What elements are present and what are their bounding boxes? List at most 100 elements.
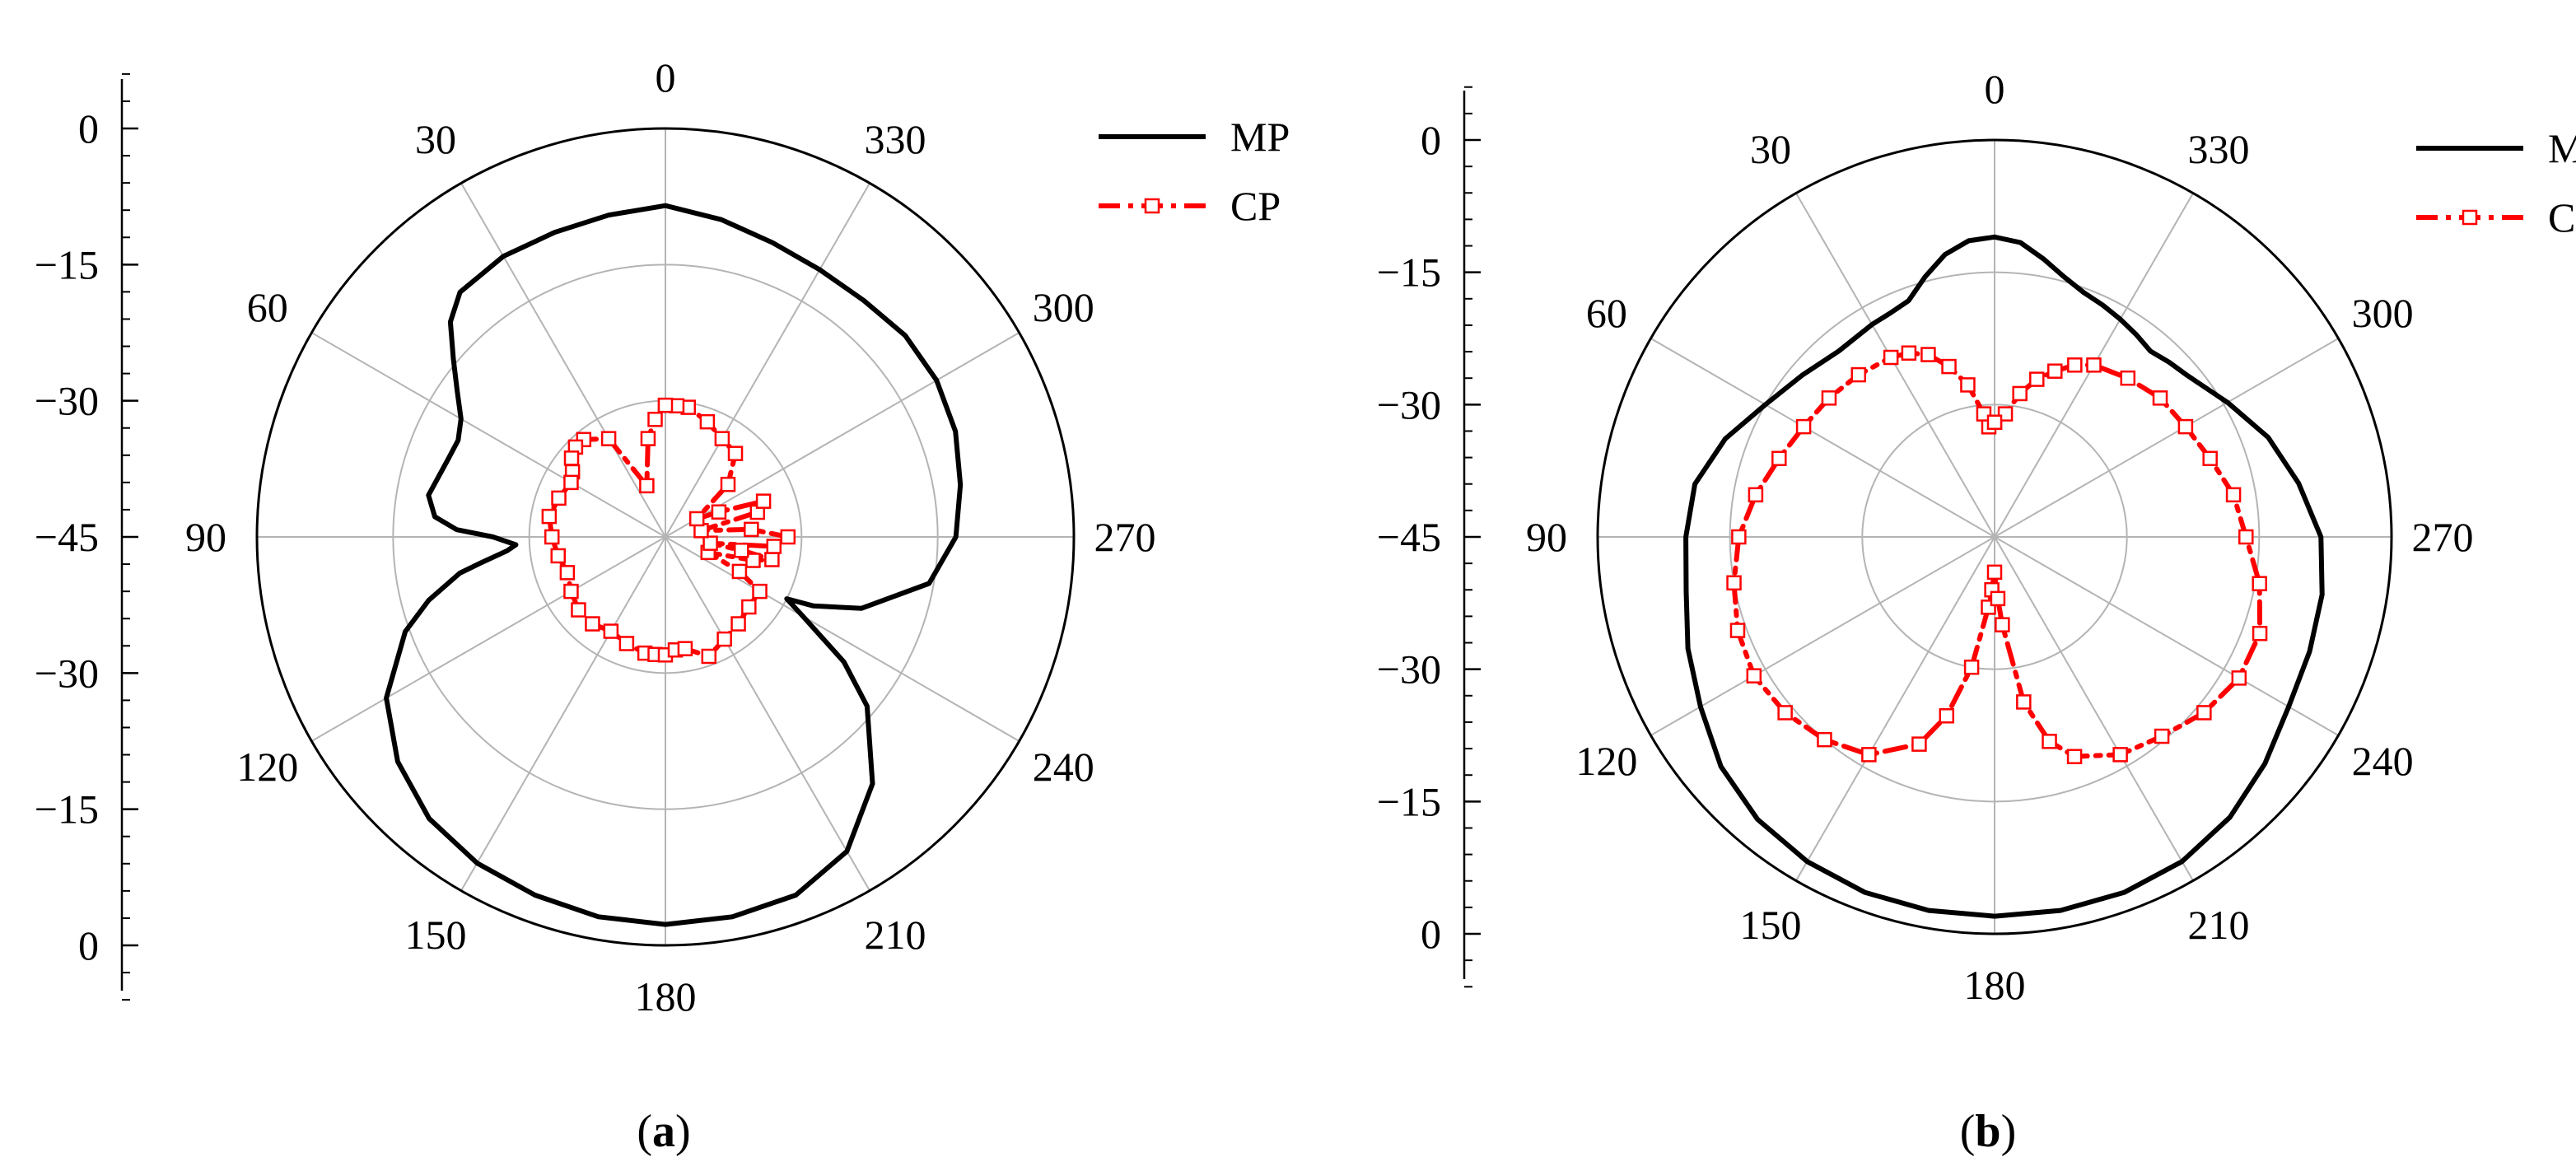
polar-chart-a: 0 30 60 90 120 150 180 210 240 270 300 330 0 −15 −30 −4…: [35, 54, 1290, 1157]
polar-outer-circle: [1596, 138, 2393, 935]
data-point-marker: [727, 446, 744, 461]
data-point-marker: [745, 553, 761, 568]
data-point-marker: [677, 641, 693, 656]
grid-spoke: [1994, 536, 2194, 881]
data-point-marker: [1729, 623, 1746, 638]
radial-tick-label: −30: [35, 650, 99, 696]
data-point-marker: [702, 535, 718, 551]
data-point-marker: [1746, 668, 1762, 683]
data-point-marker: [603, 623, 619, 639]
angle-tick-label: 240: [2352, 738, 2414, 784]
angle-tick-label: 90: [185, 514, 226, 560]
legend-label: MP: [2548, 125, 2576, 171]
grid-spoke: [310, 536, 666, 742]
radial-tick-label: −15: [1377, 250, 1441, 296]
angle-tick-label: 270: [2412, 514, 2474, 560]
data-point-marker: [1911, 736, 1927, 752]
angle-tick-label: 0: [656, 54, 676, 100]
legend-label: MP: [1230, 114, 1290, 160]
angle-tick-label: 180: [1964, 962, 2026, 1008]
series-cp: [1726, 345, 2268, 764]
data-point-marker: [1990, 590, 2006, 607]
data-point-marker: [618, 636, 635, 651]
legend-marker: [1144, 198, 1160, 214]
data-point-marker: [1960, 377, 1976, 393]
data-point-marker: [2225, 487, 2242, 503]
data-point-marker: [755, 493, 772, 509]
data-point-marker: [730, 616, 746, 632]
data-point-marker: [2154, 728, 2170, 744]
data-point-marker: [563, 583, 579, 599]
angle-tick-label: 240: [1033, 744, 1094, 790]
grid-spoke: [1994, 338, 2339, 538]
data-point-marker: [1777, 705, 1793, 721]
data-point-marker: [2231, 670, 2247, 686]
data-point-marker: [2238, 529, 2254, 545]
data-point-marker: [1821, 390, 1837, 406]
data-point-marker: [734, 543, 749, 558]
data-point-marker: [1986, 564, 2003, 581]
data-point-marker: [551, 490, 567, 506]
grid-spoke: [1650, 338, 1995, 538]
data-point-marker: [688, 511, 705, 527]
data-point-marker: [2066, 749, 2083, 764]
data-point-marker: [2152, 390, 2168, 406]
polar-outer-circle: [255, 127, 1076, 947]
legend-marker: [2462, 209, 2478, 226]
data-point-marker: [720, 476, 736, 492]
grid-spoke: [665, 182, 870, 538]
data-point-marker: [1939, 708, 1955, 724]
data-point-marker: [2042, 734, 2057, 749]
grid-spoke: [1795, 193, 1995, 538]
data-point-marker: [1726, 575, 1742, 591]
data-point-marker: [1963, 659, 1980, 675]
data-point-marker: [1920, 347, 1936, 362]
series-line-mp: [1683, 234, 2325, 919]
grid-spoke: [460, 182, 666, 538]
data-point-marker: [550, 548, 566, 564]
angle-tick-label: 210: [865, 912, 926, 958]
angle-tick-label: 270: [1094, 514, 1156, 560]
radial-tick-label: 0: [1421, 911, 1441, 957]
data-point-marker: [731, 563, 748, 580]
data-point-marker: [1901, 345, 1917, 361]
data-point-marker: [714, 431, 730, 446]
data-point-marker: [1817, 731, 1832, 748]
data-point-marker: [571, 602, 586, 618]
data-point-marker: [764, 552, 780, 567]
radial-tick-label: −45: [1377, 514, 1441, 560]
data-point-marker: [1941, 358, 1957, 375]
data-point-marker: [2047, 363, 2063, 379]
data-point-marker: [741, 599, 757, 615]
panel-caption: (b): [1960, 1106, 2016, 1157]
radial-tick-label: 0: [78, 105, 99, 152]
data-point-marker: [2016, 694, 2032, 710]
radial-tick-label: −30: [1377, 381, 1441, 427]
angle-tick-label: 0: [1985, 66, 2005, 112]
angle-tick-label: 30: [415, 116, 456, 162]
data-point-marker: [2196, 705, 2212, 721]
data-point-marker: [600, 431, 617, 446]
radial-tick-label: 0: [78, 922, 99, 968]
grid-spoke: [1650, 536, 1995, 736]
grid-spoke: [665, 332, 1020, 538]
data-point-marker: [1731, 529, 1747, 545]
data-point-marker: [1986, 414, 2003, 431]
angle-tick-label: 150: [405, 912, 467, 958]
data-point-marker: [639, 478, 655, 494]
series-cp: [541, 397, 796, 665]
series-line-cp: [1731, 350, 2263, 759]
angle-tick-label: 210: [2188, 902, 2250, 948]
data-point-marker: [2112, 747, 2128, 763]
data-point-marker: [699, 413, 716, 430]
data-point-marker: [716, 631, 732, 647]
grid-spoke: [1795, 536, 1995, 881]
data-point-marker: [640, 431, 656, 446]
angle-tick-label: 300: [2352, 290, 2414, 336]
angle-tick-label: 60: [247, 284, 288, 330]
data-point-marker: [1850, 366, 1867, 383]
data-point-marker: [657, 397, 674, 413]
series-mp: [384, 203, 964, 927]
radial-tick-label: −30: [35, 378, 99, 424]
